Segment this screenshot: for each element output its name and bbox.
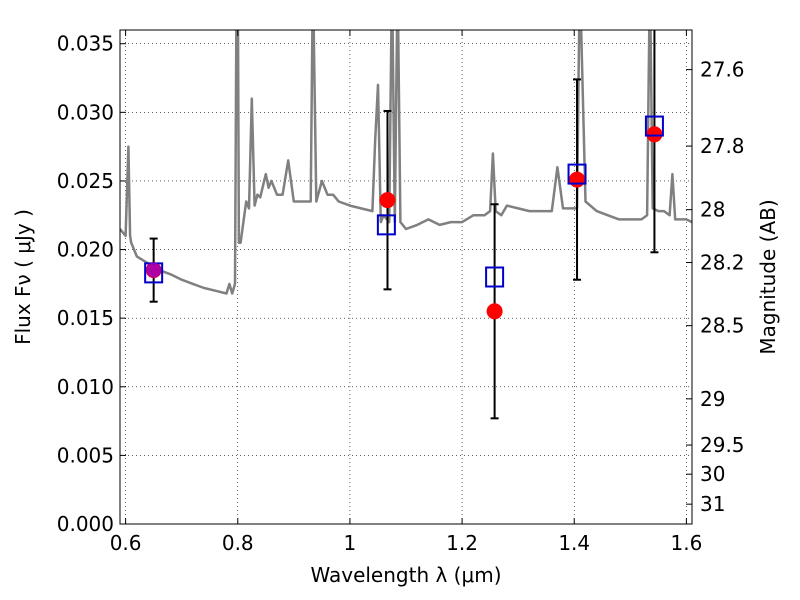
overlap-point [146,262,162,278]
x-tick-label: 0.6 [110,531,142,555]
x-tick-label: 0.8 [222,531,254,555]
y2-axis-title: Magnitude (AB) [756,199,780,354]
y2-tick-label: 30 [700,462,725,486]
observed-point [569,171,586,188]
plot-background [120,30,692,524]
x-axis-title: Wavelength λ (μm) [310,563,501,587]
y2-tick-label: 27.6 [700,58,745,82]
y2-tick-label: 28.5 [700,314,745,338]
y2-tick-label: 28 [700,198,725,222]
y-axis-ticks: 0.000 0.005 0.010 0.015 0.020 0.025 0.030 0.035 [57,32,126,536]
y-tick-label: 0.015 [57,306,114,330]
y-tick-label: 0.010 [57,375,114,399]
x-axis-ticks: 0.6 0.8 1 1.2 1.4 1.6 [110,30,702,555]
y2-tick-label: 31 [700,492,725,516]
x-tick-label: 1.6 [670,531,702,555]
y-tick-label: 0.025 [57,169,114,193]
y-tick-label: 0.030 [57,100,114,124]
model-layer [144,115,664,288]
model-point [644,115,664,137]
x-tick-label: 1.4 [558,531,590,555]
model-point [376,214,396,236]
spectrum-line [120,30,692,295]
x-tick-label: 1.2 [446,531,478,555]
observed-point [646,126,663,143]
y2-axis-ticks: 27.6 27.8 28 28.2 28.5 29 29.5 30 31 [686,58,745,516]
x-tick-label: 1 [344,531,357,555]
y2-tick-label: 29.5 [700,433,745,457]
y2-tick-label: 27.8 [700,134,745,158]
observed-point [379,192,396,209]
model-point [567,163,587,185]
observed-point [486,303,503,320]
y-tick-label: 0.005 [57,443,114,467]
y2-tick-label: 29 [700,387,725,411]
plot-frame [119,29,693,525]
spectrum-layer [120,30,692,295]
y-axis-title: Flux Fν ( μJy ) [11,209,35,345]
y-tick-label: 0.020 [57,238,114,262]
model-point [485,266,505,288]
y2-tick-label: 28.2 [700,251,745,275]
y-tick-label: 0.035 [57,32,114,56]
y-tick-label: 0.000 [57,512,114,536]
